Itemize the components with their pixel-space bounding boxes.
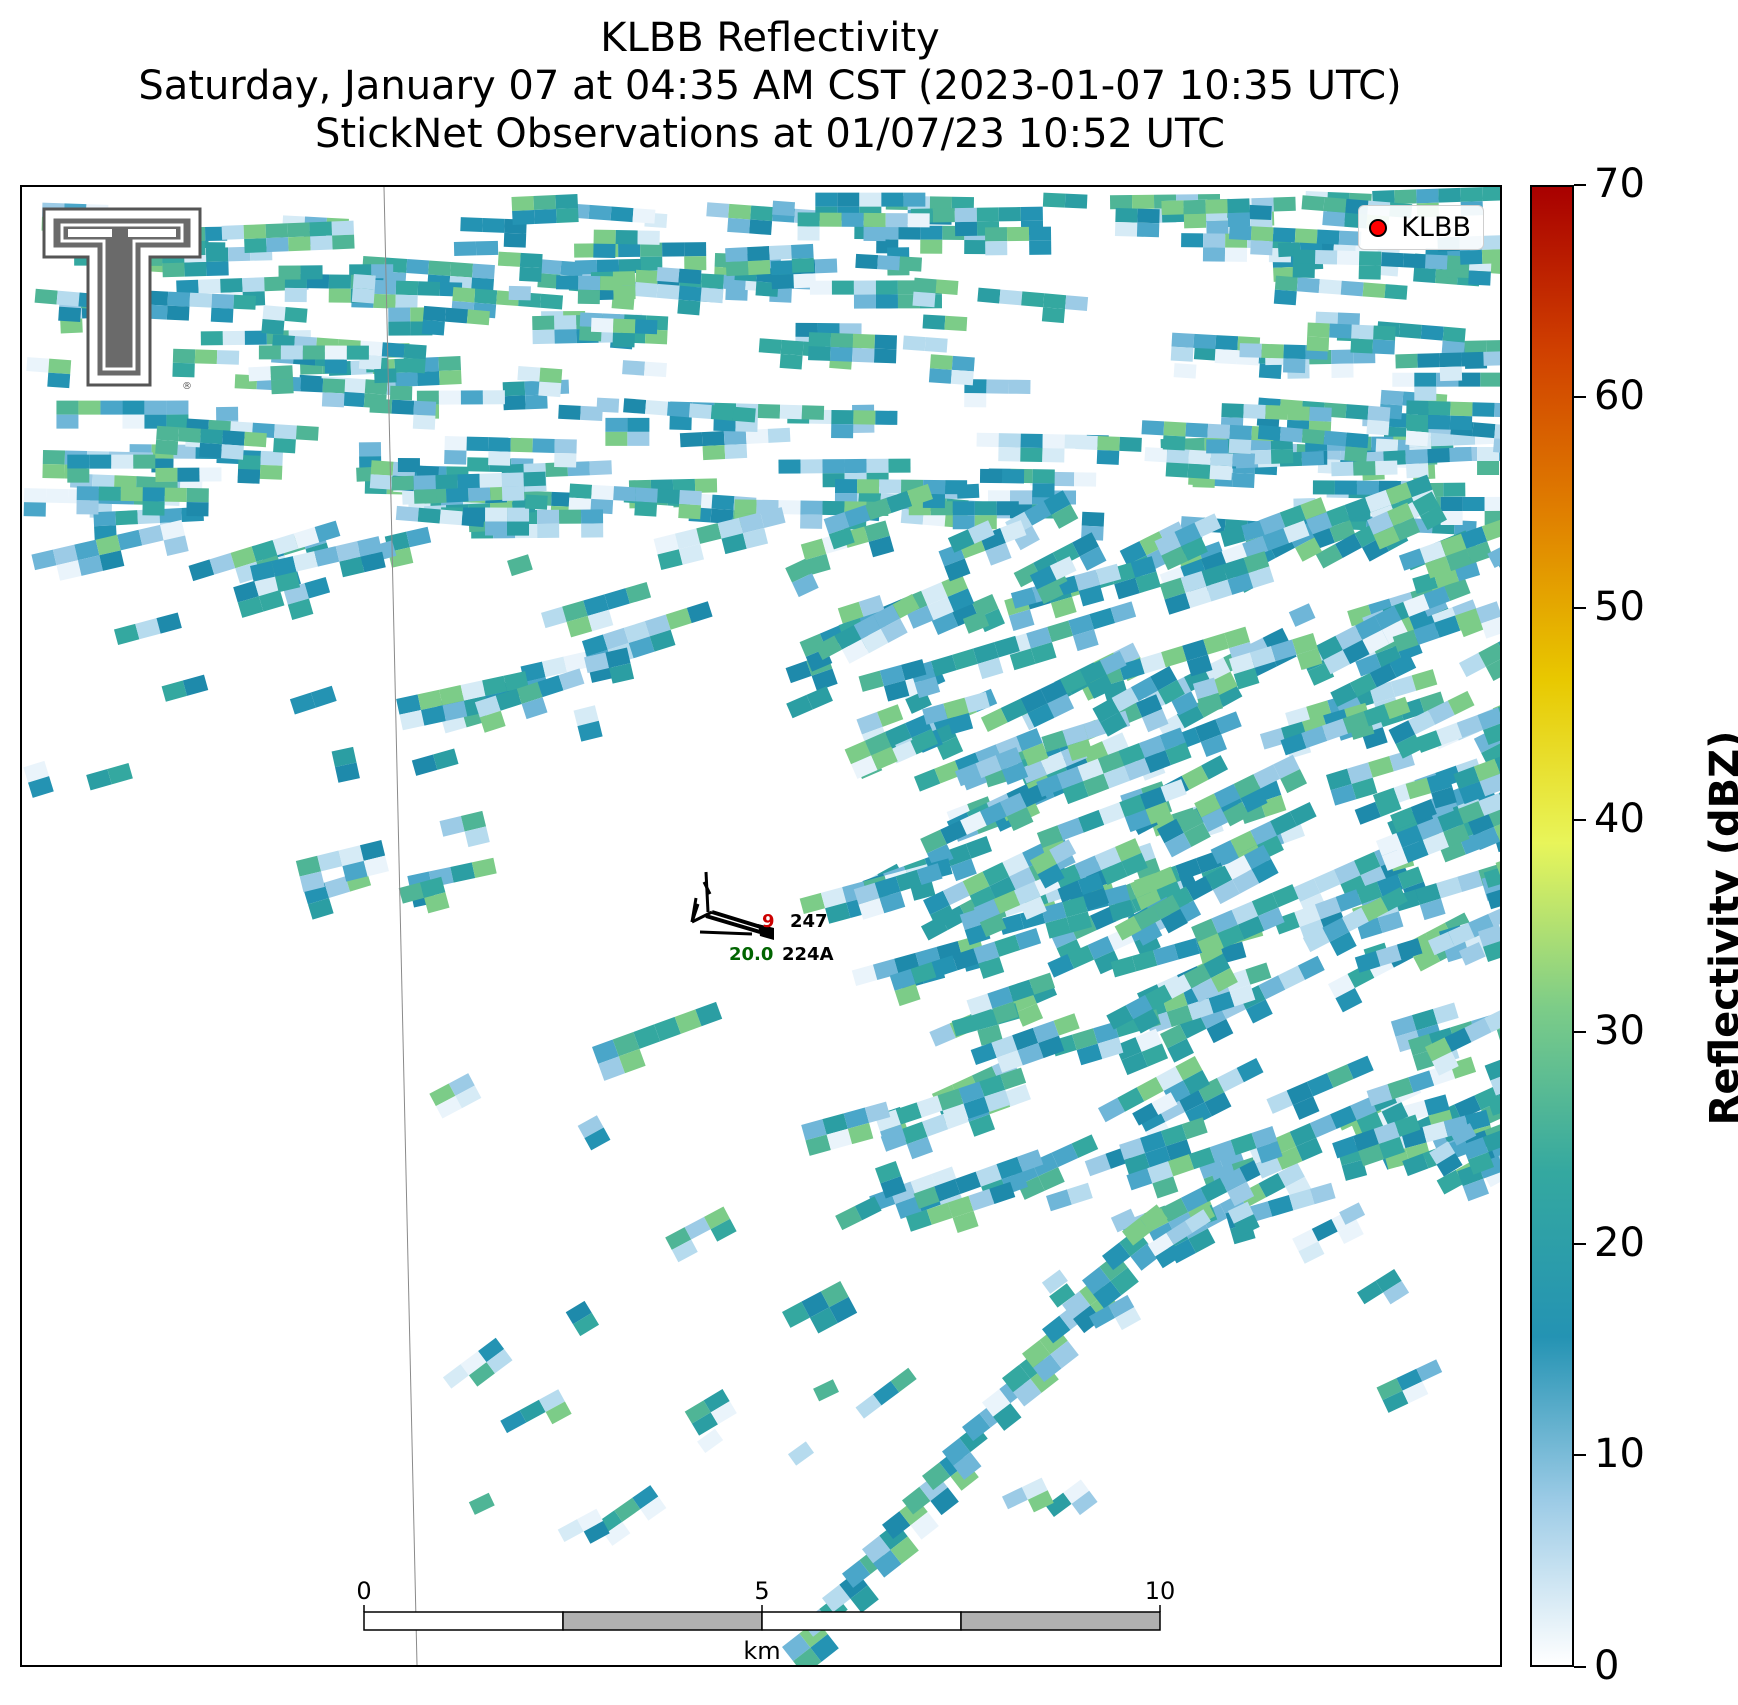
map-legend: KLBB [1358, 205, 1484, 250]
colorbar-tick [1574, 819, 1586, 822]
colorbar-tick [1574, 1454, 1586, 1457]
colorbar-tick [1574, 1030, 1586, 1033]
county-boundary [383, 187, 418, 1665]
colorbar-tick-label: 20 [1594, 1219, 1645, 1266]
plot-title-line-1: KLBB Reflectivity [600, 15, 940, 61]
scale-unit: km [743, 1637, 780, 1665]
colorbar-tick [1574, 184, 1586, 186]
scale-label-0: 0 [356, 1577, 371, 1605]
colorbar-tick-label: 40 [1594, 796, 1645, 843]
station-temp-box-224A [726, 941, 776, 965]
colorbar-tick-label: 30 [1594, 1007, 1645, 1054]
colorbar-tick-label: 0 [1594, 1643, 1620, 1689]
reflectivity-colorbar [1530, 185, 1574, 1667]
colorbar-tick-label: 10 [1594, 1431, 1645, 1478]
scale-label-10: 10 [1145, 1577, 1176, 1605]
colorbar-tick [1574, 1242, 1586, 1245]
colorbar-tick-label: 70 [1594, 161, 1645, 207]
station-temp-247: 9 [762, 911, 775, 932]
station-id-247: 247 [790, 911, 828, 932]
colorbar-tick [1574, 395, 1586, 398]
legend-label: KLBB [1401, 212, 1471, 243]
colorbar-tick-label: 50 [1594, 584, 1645, 631]
texas-tech-double-t-logo: ® [42, 207, 202, 392]
scale-label-5: 5 [754, 1577, 769, 1605]
station-id-224A: 224A [782, 944, 834, 965]
klbb-marker-icon [1369, 218, 1388, 237]
colorbar-tick [1574, 1666, 1586, 1668]
colorbar-tick [1574, 607, 1586, 610]
colorbar-title: Reflectivity (dBZ) [1702, 730, 1738, 1126]
reflectivity-field: ® 9 247 20.0 224A 0 5 [23, 187, 1500, 1665]
station-temp-224A: 20.0 [729, 944, 773, 965]
colorbar-tick-label: 60 [1594, 372, 1645, 419]
radar-map[interactable]: ® 9 247 20.0 224A 0 5 [20, 185, 1502, 1667]
scale-bar: 0 5 10 km [356, 1577, 1175, 1665]
svg-text:®: ® [182, 381, 192, 392]
plot-title-line-2: Saturday, January 07 at 04:35 AM CST (20… [138, 63, 1402, 109]
plot-title-line-3: StickNet Observations at 01/07/23 10:52 … [315, 111, 1225, 157]
sticknet-station-plot [690, 871, 774, 940]
